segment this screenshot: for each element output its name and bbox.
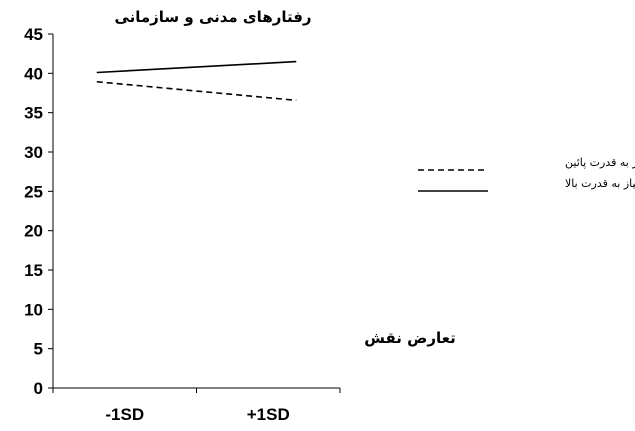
- y-tick-label: 10: [24, 300, 43, 319]
- y-tick-label: 0: [34, 379, 43, 398]
- y-axis-ticks: 0 5 10 15 20 25 30 35 40 45: [24, 25, 53, 398]
- series-line-high: [96, 60, 297, 74]
- y-tick-label: 25: [24, 182, 43, 201]
- series-group: [96, 60, 297, 102]
- y-tick-label: 5: [34, 340, 43, 359]
- axes: [52, 34, 340, 389]
- y-tick-label: 45: [24, 25, 43, 44]
- x-axis-title: تعارض نقش: [364, 329, 455, 347]
- y-tick-label: 15: [24, 261, 43, 280]
- y-tick-label: 35: [24, 104, 43, 123]
- chart-title: رفتارهای مدنی و سازمانی: [114, 8, 311, 26]
- x-tick-label: -1SD: [105, 405, 144, 424]
- x-axis-ticks: -1SD +1SD: [52, 388, 341, 424]
- series-line-low: [96, 80, 297, 102]
- y-tick-label: 40: [24, 64, 43, 83]
- legend-label: نیاز به قدرت پائین: [565, 156, 635, 169]
- legend: نیاز به قدرت پائین نیاز به قدرت بالا: [418, 156, 635, 192]
- y-tick-label: 20: [24, 222, 43, 241]
- y-tick-label: 30: [24, 143, 43, 162]
- legend-label: نیاز به قدرت بالا: [565, 177, 635, 190]
- x-tick-label: +1SD: [247, 405, 290, 424]
